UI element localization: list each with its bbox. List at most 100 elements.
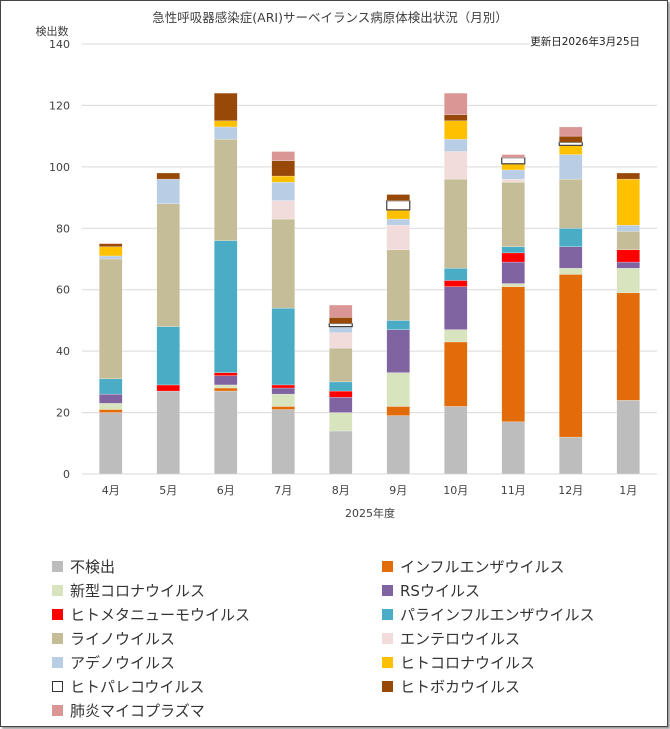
x-tick-label: 4月 [102,484,120,497]
bar-segment [214,390,238,475]
bar-segment [616,267,640,294]
bar-segment [501,286,525,423]
bar-segment [559,228,583,247]
bar-segment [156,384,180,392]
bar-segment [329,412,353,432]
bar-segment [271,387,295,395]
bar-segment [329,326,353,333]
bar-segment [214,138,238,241]
bar-segment [501,421,525,475]
bar-segment [444,178,468,269]
bar-segment [271,160,295,177]
legend-item: ヒトコロナウイルス [382,652,535,673]
y-tick-label: 80 [56,222,70,235]
legend-item: ヒトメタニューモウイルス [52,604,250,625]
x-tick-label: 5月 [159,484,177,497]
bar-segment [156,326,180,386]
bar-segment [501,157,526,165]
x-tick-label: 6月 [217,484,235,497]
bar-segment [329,304,353,318]
bar-segment [444,120,468,140]
bar-segment [386,406,410,416]
bar-segment [444,329,468,343]
bar-segment [99,246,123,257]
legend-item: インフルエンザウイルス [382,556,565,577]
bar-segment [501,283,525,287]
x-tick-label: 11月 [501,484,526,497]
bar-segment [501,246,525,254]
bar-segment [501,181,525,247]
bar-segment [616,249,640,263]
legend-item: ライノウイルス [52,628,175,649]
x-tick-label: 10月 [443,484,468,497]
bar-segment [271,181,295,201]
legend-swatch [382,609,393,620]
legend-item: ヒトパレコウイルス [52,676,204,697]
bar-segment [501,252,525,263]
x-tick-label: 12月 [558,484,583,497]
bar-segment [501,169,525,180]
bar-segment [329,381,353,392]
legend-item: 肺炎マイコプラズマ [52,700,205,721]
legend-swatch [382,561,393,572]
bar-segment [156,203,180,327]
legend-swatch [52,657,63,668]
bar-segment [444,286,468,330]
legend-item: パラインフルエンザウイルス [382,604,595,625]
bar-segment [444,280,468,287]
bar-segment [214,120,238,128]
bar-segment [559,267,583,275]
y-tick-label: 60 [56,284,70,297]
bar-segment [214,240,238,373]
y-tick-label: 140 [49,38,70,51]
bar-segment [386,209,410,220]
legend-label: パラインフルエンザウイルス [400,606,595,624]
y-tick-label: 100 [49,161,70,174]
bar-segment [444,151,468,180]
bar-segment [329,390,353,398]
legend-item: エンテロウイルス [382,628,520,649]
bar-segment [271,218,295,309]
legend-item: アデノウイルス [52,652,175,673]
bar-segment [386,329,410,373]
bar-segment [329,332,353,349]
bar-segment [271,307,295,386]
bar-segment [559,135,583,143]
legend-label: エンテロウイルス [400,630,521,648]
x-tick-label: 7月 [274,484,292,497]
bar-segment [99,403,123,410]
bar-segment [99,409,123,413]
bar-segment [271,200,295,220]
legend-swatch [382,681,393,692]
x-axis-label: 2025年度 [345,506,395,520]
bar-segment [271,175,295,183]
bar-segment [99,258,123,380]
legend-item: 新型コロナウイルス [52,580,205,601]
chart-title: 急性呼吸器感染症(ARI)サーベイランス病原体検出状況（月別） [152,10,507,25]
bar-segment [559,145,583,155]
bar-segment [616,400,640,475]
bar-segment [616,178,640,226]
bar-segment [386,249,410,321]
x-tick-label: 9月 [389,484,407,497]
bar-segment [444,406,468,475]
bar-segment [271,151,295,161]
legend-swatch [52,705,63,716]
bar-segment [328,322,353,328]
bar-segment [558,141,583,146]
bar-segment [444,341,468,407]
y-axis-label: 検出数 [36,24,69,38]
y-tick-label: 20 [56,407,70,420]
bar-segment [559,436,583,475]
y-tick-label: 0 [63,468,70,481]
bar-segment [616,172,640,180]
bar-segment [444,92,468,115]
bar-segment [444,267,468,281]
bar-segment [386,372,410,407]
bar-segment [271,409,295,475]
legend-label: ヒトパレコウイルス [70,678,205,696]
bar-segment [386,200,411,211]
bar-segment [214,372,238,376]
bar-segment [329,396,353,413]
